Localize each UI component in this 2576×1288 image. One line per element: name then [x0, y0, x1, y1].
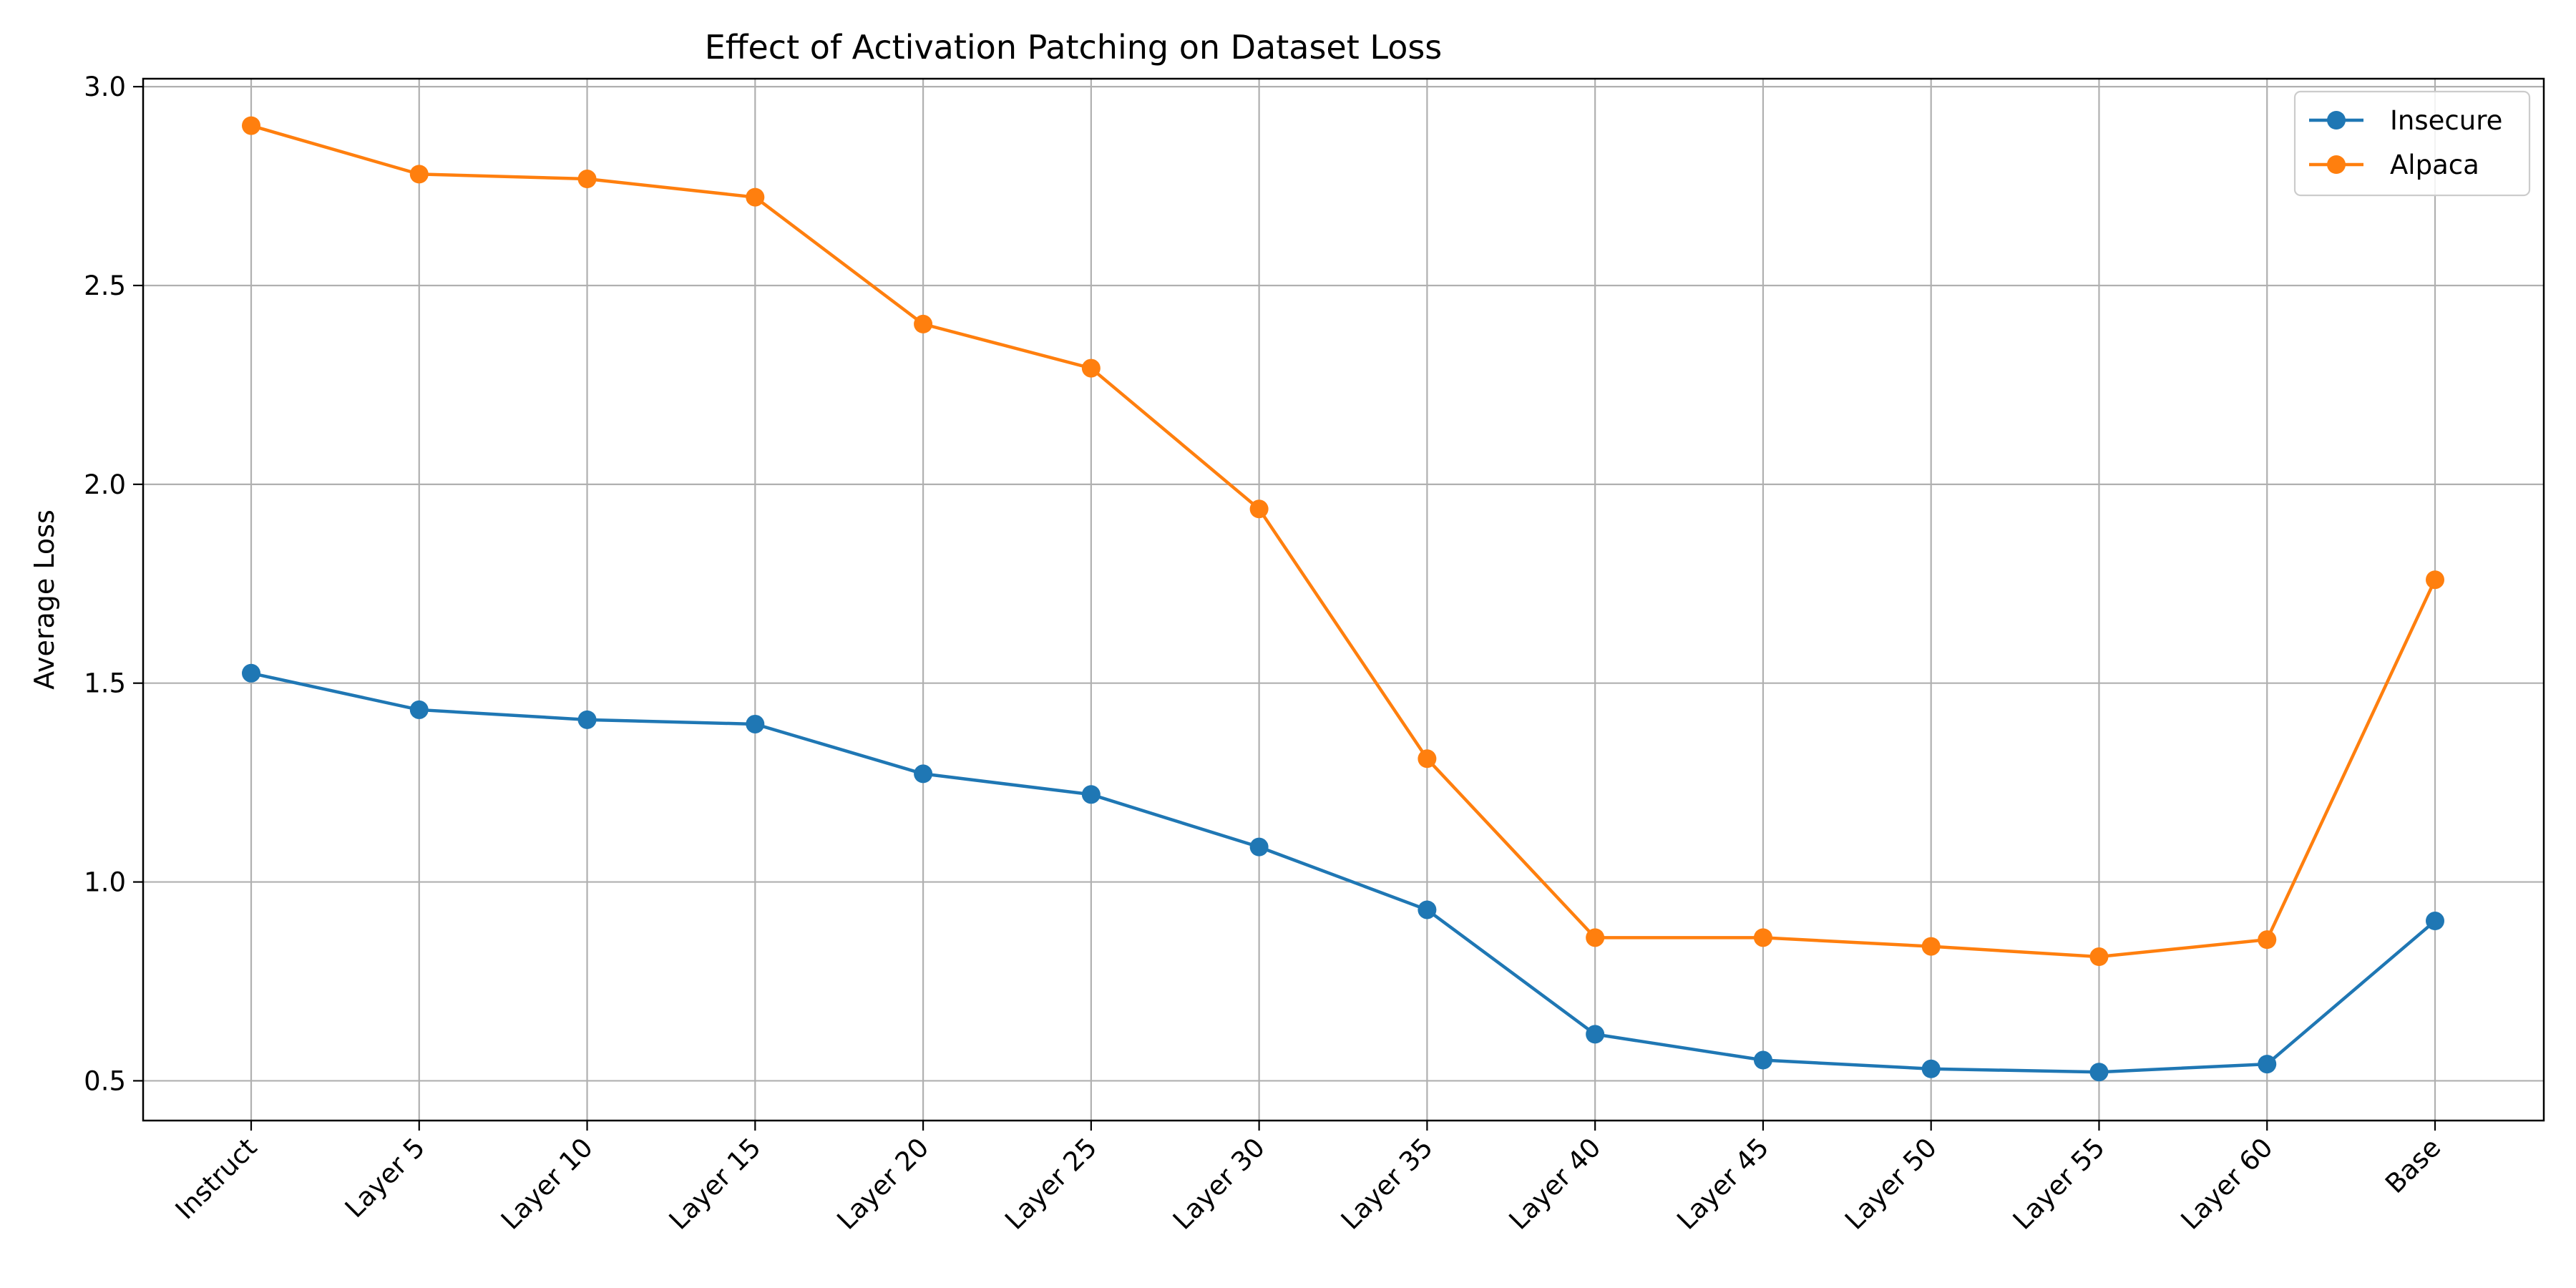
plot-frame: [142, 77, 2545, 1122]
legend-marker-alpaca: [2327, 155, 2346, 174]
data-point-alpaca: [577, 170, 597, 189]
data-point-alpaca: [409, 165, 429, 184]
legend-box: [2293, 90, 2531, 197]
data-point-insecure: [1586, 1025, 1605, 1044]
data-point-alpaca: [2426, 570, 2444, 590]
y-tick-label: 2.0: [84, 469, 126, 500]
data-point-insecure: [1753, 1050, 1772, 1070]
data-point-insecure: [2089, 1063, 2109, 1082]
legend-label-alpaca: Alpaca: [2390, 150, 2479, 180]
series-line-insecure: [250, 671, 2436, 1074]
series-line-alpaca: [250, 124, 2437, 959]
data-point-insecure: [242, 663, 260, 683]
data-point-alpaca: [1418, 749, 1437, 769]
data-point-insecure: [746, 714, 765, 733]
y-tick-label: 1.5: [84, 668, 126, 699]
y-tick-label: 1.0: [84, 867, 126, 898]
data-point-alpaca: [1081, 358, 1101, 378]
series-lines: [242, 116, 2444, 1082]
legend-marker-insecure: [2327, 111, 2346, 130]
data-point-insecure: [1921, 1059, 1941, 1078]
y-tick-label: 3.0: [84, 72, 126, 102]
data-point-insecure: [577, 710, 597, 729]
data-point-alpaca: [1249, 499, 1269, 519]
y-axis-label: Average Loss: [29, 509, 60, 689]
chart-title: Effect of Activation Patching on Dataset…: [705, 28, 1443, 67]
legend-label-insecure: Insecure: [2390, 105, 2502, 136]
data-point-alpaca: [914, 314, 933, 333]
y-tick-label: 0.5: [84, 1065, 126, 1096]
legend: Insecure Alpaca: [2293, 90, 2531, 197]
data-point-insecure: [2426, 912, 2444, 931]
grid: [143, 79, 2544, 1121]
data-point-insecure: [2258, 1055, 2277, 1074]
data-point-insecure: [1081, 785, 1101, 804]
data-point-alpaca: [1921, 937, 1941, 956]
data-point-alpaca: [746, 187, 765, 207]
data-point-alpaca: [1753, 928, 1772, 947]
data-point-insecure: [409, 700, 429, 719]
data-point-alpaca: [1586, 928, 1605, 947]
data-point-insecure: [1249, 837, 1269, 857]
y-tick-label: 2.5: [84, 270, 126, 301]
data-point-insecure: [914, 764, 933, 784]
data-point-alpaca: [2258, 930, 2277, 950]
data-point-insecure: [1418, 900, 1437, 919]
data-point-alpaca: [2089, 947, 2109, 967]
data-point-alpaca: [242, 116, 260, 135]
